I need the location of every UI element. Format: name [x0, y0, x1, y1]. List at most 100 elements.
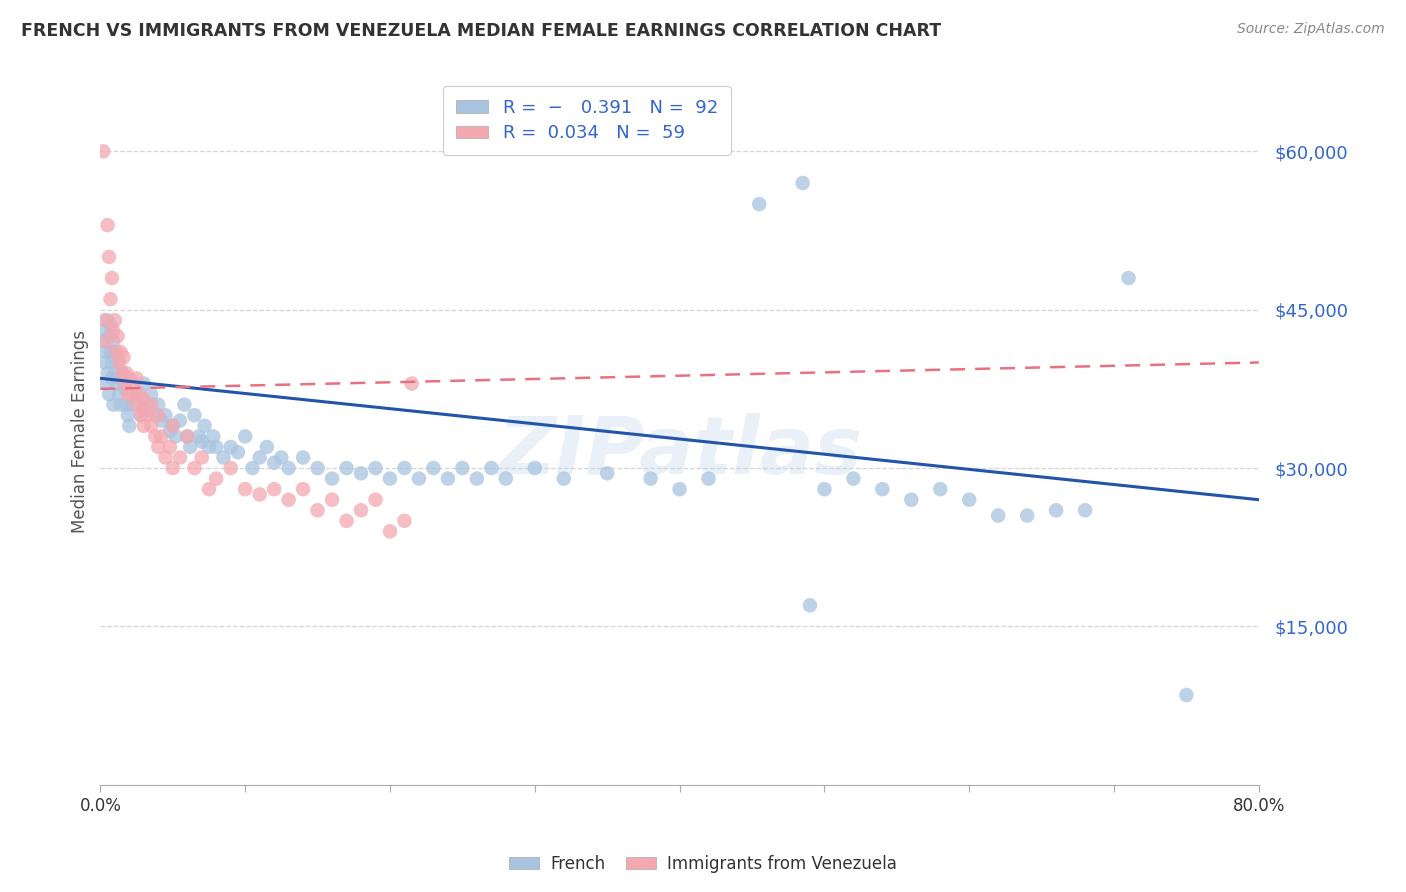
Point	[132, 418, 155, 433]
Point	[256, 440, 278, 454]
Point	[121, 398, 143, 412]
Point	[277, 461, 299, 475]
Point	[94, 376, 117, 391]
Point	[350, 503, 373, 517]
Point	[111, 366, 134, 380]
Point	[159, 424, 181, 438]
Point	[523, 461, 546, 475]
Point	[202, 429, 225, 443]
Point	[94, 334, 117, 349]
Point	[813, 482, 835, 496]
Point	[103, 398, 125, 412]
Point	[125, 371, 148, 385]
Point	[101, 371, 124, 385]
Point	[640, 472, 662, 486]
Point	[183, 409, 205, 423]
Point	[100, 345, 122, 359]
Point	[117, 387, 139, 401]
Point	[98, 387, 121, 401]
Point	[263, 456, 285, 470]
Point	[350, 467, 373, 481]
Point	[900, 492, 922, 507]
Point	[150, 429, 173, 443]
Point	[205, 440, 228, 454]
Point	[104, 345, 127, 359]
Point	[129, 409, 152, 423]
Point	[364, 492, 387, 507]
Point	[987, 508, 1010, 523]
Point	[176, 429, 198, 443]
Point	[263, 482, 285, 496]
Point	[1017, 508, 1039, 523]
Point	[125, 387, 148, 401]
Point	[292, 450, 315, 465]
Point	[307, 461, 329, 475]
Point	[100, 318, 122, 333]
Point	[321, 492, 343, 507]
Point	[233, 429, 256, 443]
Point	[697, 472, 720, 486]
Point	[159, 440, 181, 454]
Point	[465, 472, 488, 486]
Point	[105, 376, 128, 391]
Point	[957, 492, 980, 507]
Point	[1074, 503, 1097, 517]
Point	[169, 450, 191, 465]
Point	[187, 429, 209, 443]
Point	[118, 418, 141, 433]
Point	[495, 472, 517, 486]
Point	[91, 145, 114, 159]
Point	[112, 350, 135, 364]
Point	[132, 392, 155, 407]
Point	[292, 482, 315, 496]
Point	[307, 503, 329, 517]
Legend: French, Immigrants from Venezuela: French, Immigrants from Venezuela	[502, 848, 904, 880]
Point	[335, 514, 357, 528]
Point	[139, 398, 162, 412]
Point	[128, 387, 150, 401]
Point	[842, 472, 865, 486]
Point	[107, 355, 129, 369]
Point	[270, 450, 292, 465]
Point	[437, 472, 460, 486]
Point	[115, 398, 138, 412]
Point	[94, 345, 117, 359]
Point	[108, 355, 131, 369]
Point	[401, 376, 423, 391]
Point	[139, 418, 162, 433]
Point	[226, 445, 249, 459]
Point	[408, 472, 430, 486]
Point	[132, 376, 155, 391]
Point	[97, 313, 120, 327]
Point	[115, 366, 138, 380]
Point	[596, 467, 619, 481]
Point	[1118, 271, 1140, 285]
Point	[108, 387, 131, 401]
Point	[101, 355, 124, 369]
Point	[98, 329, 121, 343]
Point	[122, 376, 145, 391]
Point	[335, 461, 357, 475]
Point	[110, 345, 132, 359]
Point	[162, 418, 184, 433]
Point	[378, 472, 401, 486]
Point	[107, 329, 129, 343]
Point	[104, 366, 127, 380]
Point	[668, 482, 690, 496]
Point	[422, 461, 444, 475]
Point	[233, 482, 256, 496]
Point	[91, 334, 114, 349]
Point	[378, 524, 401, 539]
Point	[150, 413, 173, 427]
Point	[145, 429, 167, 443]
Point	[1175, 688, 1198, 702]
Point	[748, 197, 770, 211]
Point	[93, 324, 115, 338]
Point	[101, 271, 124, 285]
Point	[112, 376, 135, 391]
Point	[98, 250, 121, 264]
Point	[394, 461, 416, 475]
Point	[479, 461, 502, 475]
Point	[799, 599, 821, 613]
Point	[553, 472, 575, 486]
